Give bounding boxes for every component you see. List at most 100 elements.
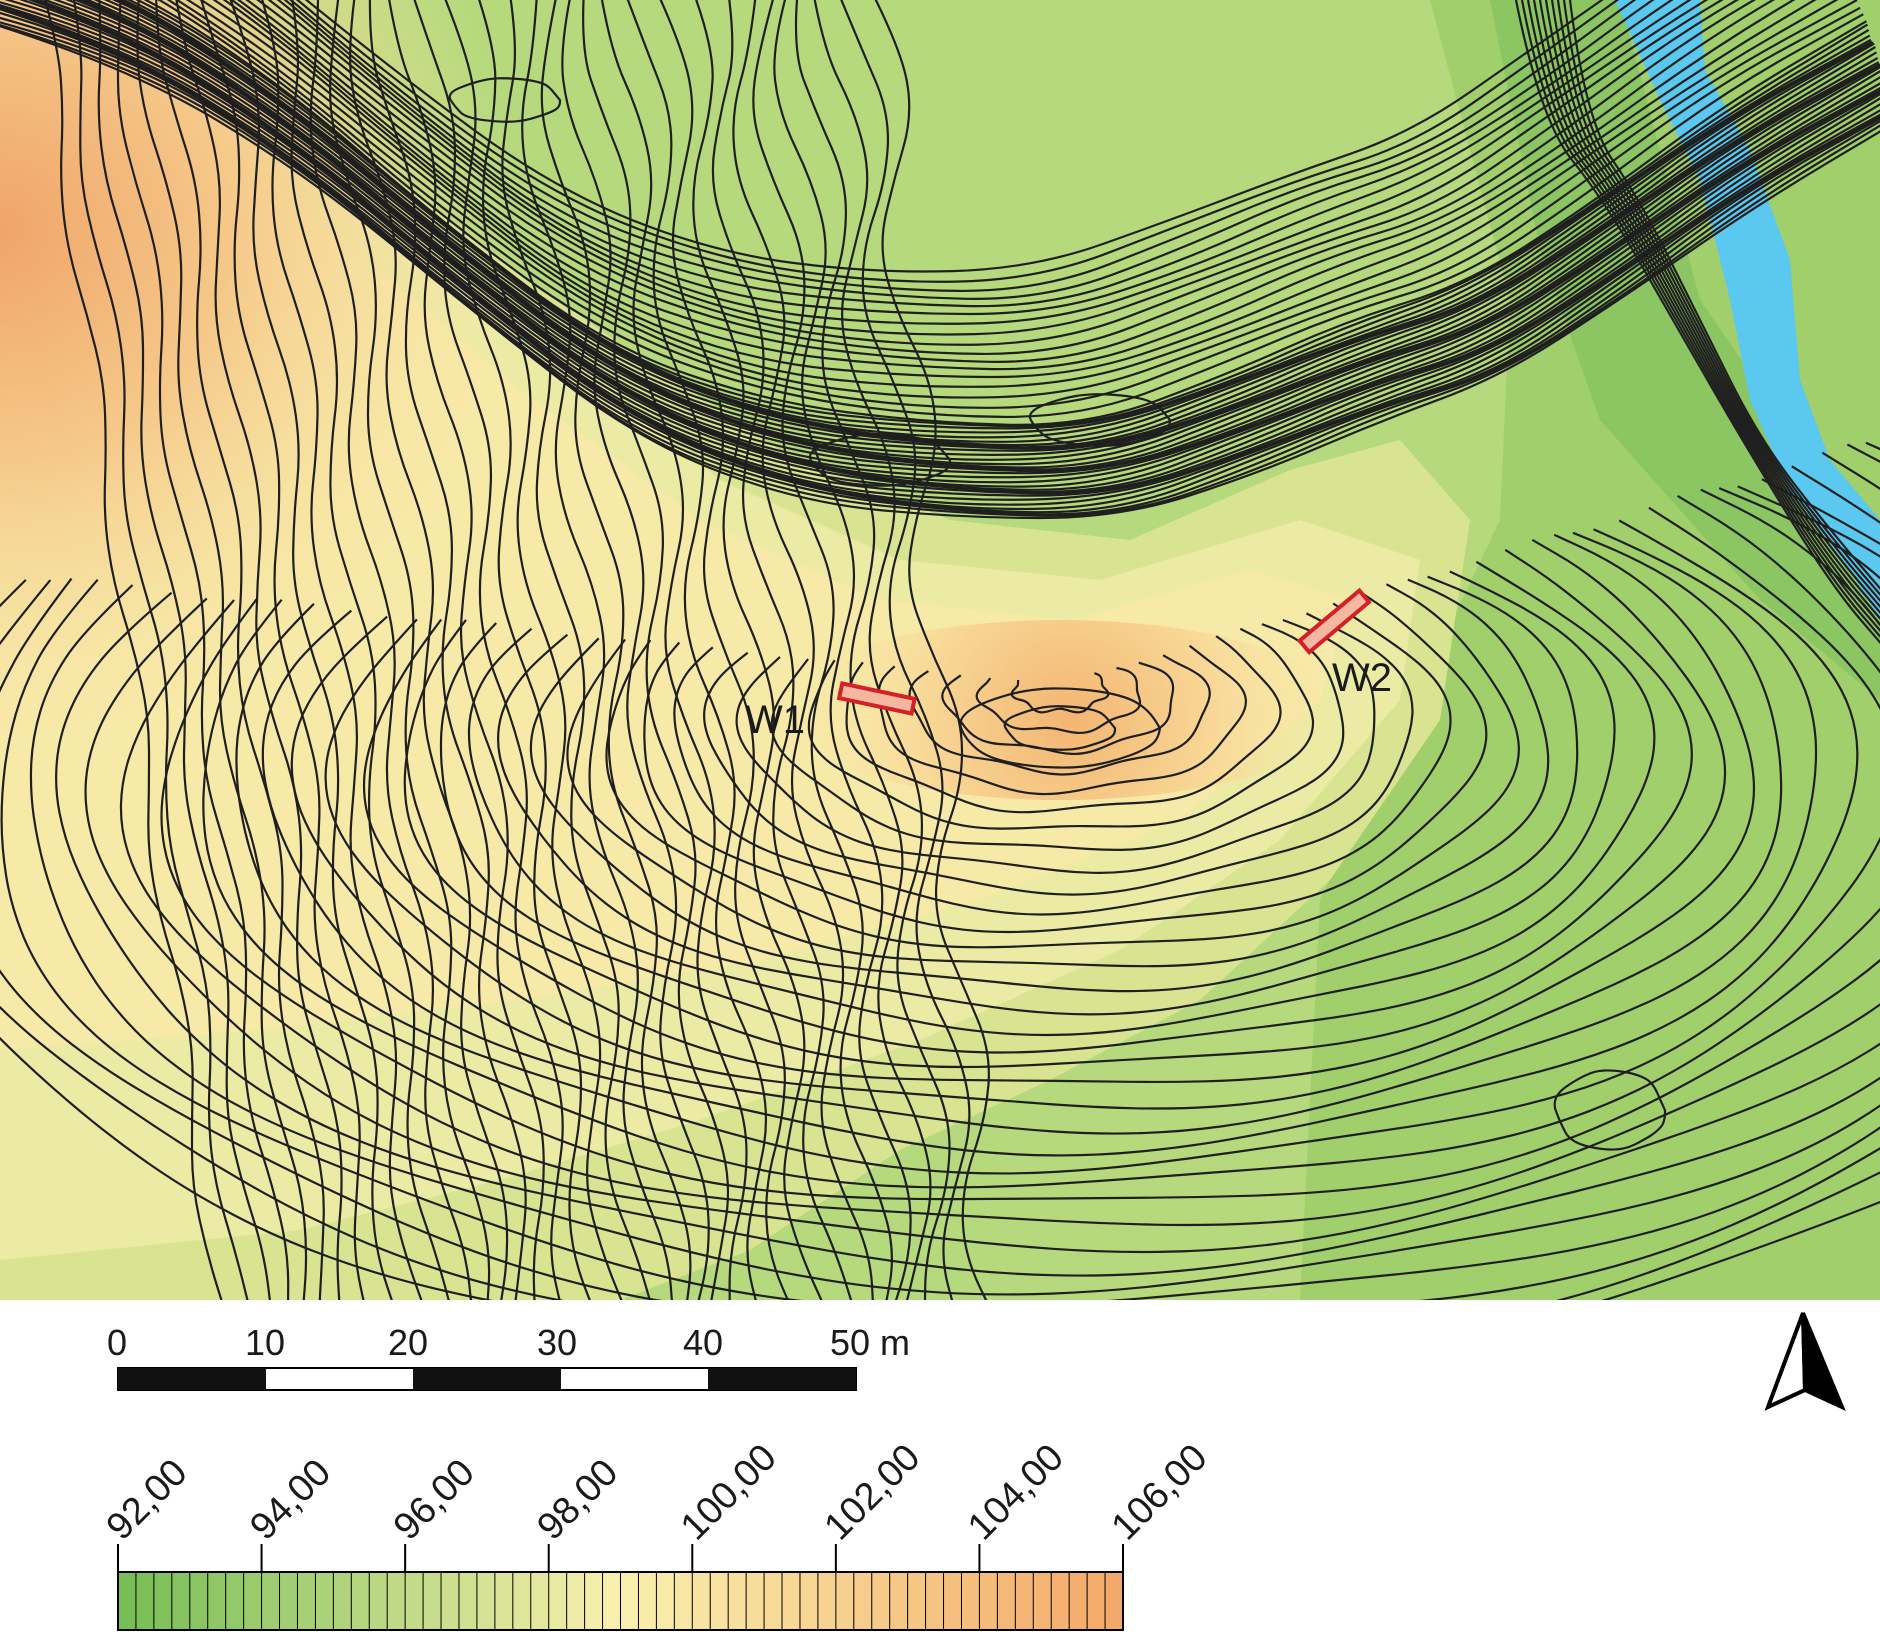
legend-color-cell: [566, 1571, 586, 1631]
contour-line: [136, 0, 308, 1300]
contour-line: [116, 0, 290, 1300]
contour-line: [1550, 0, 1880, 609]
legend-color-cell: [745, 1571, 766, 1631]
north-arrow-icon: [1764, 1312, 1846, 1411]
legend-color-cell: [368, 1571, 389, 1631]
contour-line: [235, 506, 1880, 1175]
contour-line: [256, 0, 1709, 325]
contour-line: [44, 0, 223, 1300]
legend-color-cell: [458, 1571, 478, 1631]
contour-line: [0, 5, 1880, 497]
trench-w1: W1: [745, 681, 918, 742]
contour-line: [276, 0, 1674, 308]
contour-line: [1514, 0, 1880, 645]
contour-line: [202, 494, 1880, 1189]
contour-line: [97, 0, 271, 1300]
legend-color-cell: [871, 1571, 891, 1631]
contour-line: [807, 627, 1315, 830]
legend-color-cell: [1086, 1571, 1107, 1631]
legend-color-cell: [943, 1571, 963, 1631]
legend-color-cell: [853, 1571, 873, 1631]
trench-w1-label: W1: [745, 698, 805, 742]
contour-line: [29, 465, 1880, 1296]
legend-color-cell: [422, 1571, 443, 1631]
contour-line: [199, 0, 1817, 379]
contour-line: [1532, 0, 1880, 627]
scale-tick-label: 30: [537, 1322, 577, 1363]
contour-lines: [0, 0, 1880, 1300]
contour-line: [349, 0, 509, 1300]
contour-line: [1544, 0, 1880, 615]
contour-line: [413, 0, 564, 1300]
contour-line: [160, 488, 1880, 1201]
legend-label: 102,00: [817, 1436, 929, 1548]
contour-line: [561, 0, 710, 1300]
contour-line: [1568, 0, 1880, 591]
contour-line: [118, 0, 1872, 439]
contour-line: [27, 0, 1880, 484]
contour-line: [368, 0, 527, 1300]
contour-line: [85, 0, 1878, 452]
scale-tick-label: 0: [107, 1322, 127, 1363]
legend-color-cell: [314, 1571, 335, 1631]
contour-line: [121, 0, 1871, 434]
contour-line: [794, 0, 932, 1300]
contour-line: [155, 0, 325, 1300]
legend-ticks: [117, 1544, 1124, 1572]
legend-color-cell: [799, 1571, 819, 1631]
legend-label: 94,00: [242, 1451, 339, 1548]
legend-color-cell: [763, 1571, 784, 1631]
contour-line: [157, 0, 1864, 419]
contour-line: [236, 0, 1740, 346]
legend-color-cell: [889, 1571, 909, 1631]
legend-color-cell: [637, 1571, 658, 1631]
contour-line: [72, 0, 249, 1300]
contour-line: [566, 578, 1550, 968]
legend-color-cell: [171, 1571, 191, 1631]
contour-line: [711, 0, 853, 1300]
contour-line: [0, 6, 1880, 501]
contour-line: [1562, 0, 1880, 597]
contour-line: [735, 618, 1376, 874]
legend-color-cell: [225, 1571, 245, 1631]
contour-line: [732, 0, 874, 1300]
legend-color-cell: [1068, 1571, 1089, 1631]
contour-line: [1538, 0, 1880, 621]
legend-color-cell: [709, 1571, 730, 1631]
contour-line: [324, 531, 1783, 1110]
legend-color-cell: [261, 1571, 281, 1631]
legend-color-cell: [153, 1571, 173, 1631]
contour-line: [643, 591, 1488, 934]
contour-line: [77, 0, 1880, 461]
contour-line: [600, 0, 748, 1300]
contour-line: [813, 0, 951, 1300]
legend-color-cell: [1032, 1571, 1053, 1631]
contour-line: [175, 0, 343, 1300]
legend-color-cell: [117, 1571, 137, 1631]
contour-line: [521, 0, 673, 1300]
legend-label: 104,00: [960, 1436, 1072, 1548]
legend-color-cell: [673, 1571, 694, 1631]
contour-line: [659, 0, 790, 1300]
contour-line: [703, 612, 1414, 896]
legend-color-cell: [960, 1571, 981, 1631]
contour-line: [267, 0, 1692, 316]
contour-line: [808, 433, 952, 487]
terrain: [0, 0, 1880, 1300]
legend-color-cell: [781, 1571, 801, 1631]
contour-line: [448, 77, 562, 123]
legend-color-cell: [243, 1571, 263, 1631]
legend-labels: 92,00 94,00 96,00 98,00 100,00 102,00 104,00 10…: [99, 1436, 1216, 1548]
trench-w2-label: W2: [1332, 656, 1392, 700]
contour-line: [290, 0, 450, 1300]
contour-line: [0, 443, 1880, 1300]
legend-color-cell: [296, 1571, 317, 1631]
contour-line: [116, 0, 1873, 443]
contour-line: [845, 635, 1282, 814]
legend-color-cell: [350, 1571, 371, 1631]
contour-line: [261, 0, 423, 1300]
contour-line: [73, 0, 1880, 466]
contour-line: [1010, 672, 1110, 714]
legend-color-cell: [691, 1571, 712, 1631]
